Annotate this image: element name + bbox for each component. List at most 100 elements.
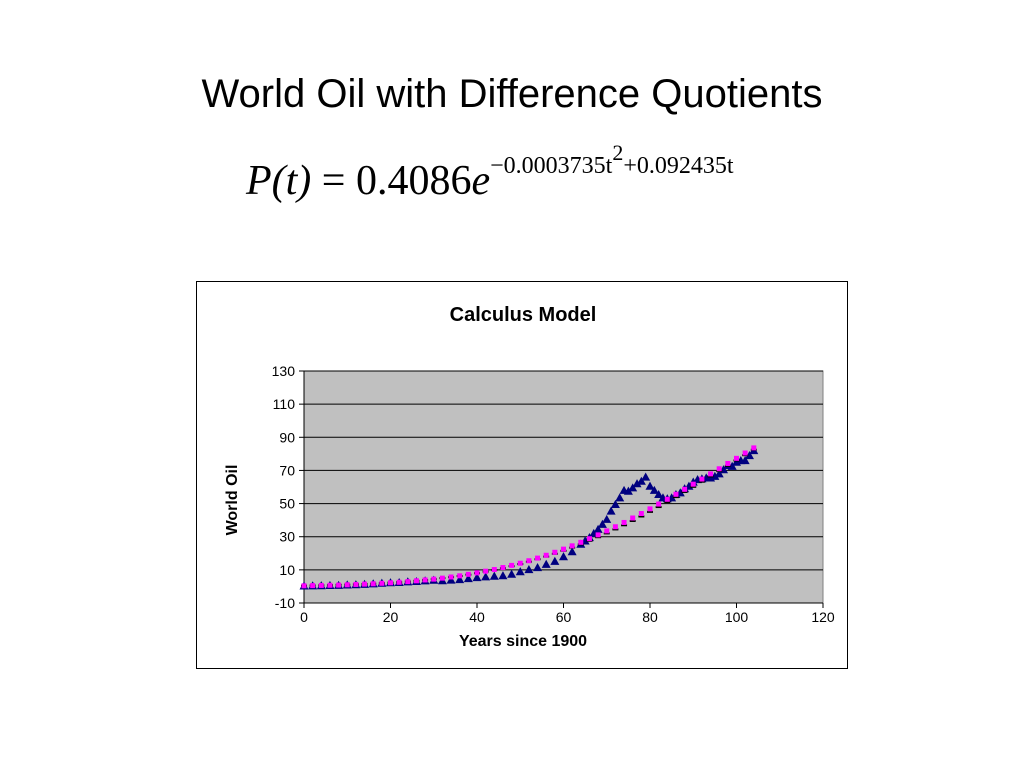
x-tick-label: 120 <box>811 609 835 625</box>
model-point-square <box>483 568 489 574</box>
model-point-square <box>526 558 532 564</box>
data-point-triangle <box>645 481 655 490</box>
gridlines <box>304 370 823 571</box>
formula-exponent-part2: +0.092435t <box>623 153 734 179</box>
model-point-square <box>725 460 731 466</box>
data-point-triangle <box>489 571 499 580</box>
model-point-square <box>690 481 696 487</box>
data-point-triangle <box>602 514 612 523</box>
fit-point-dash <box>638 515 645 518</box>
x-tick-label: 100 <box>725 609 749 625</box>
data-point-triangle <box>710 471 720 480</box>
model-point-square <box>682 486 688 492</box>
formula-lhs: P(t) <box>246 158 312 204</box>
model-point-square <box>491 567 497 573</box>
model-point-square <box>500 565 506 571</box>
formula-coefficient: 0.4086 <box>355 158 472 204</box>
model-point-square <box>621 519 627 525</box>
x-tick-label: 20 <box>383 609 399 625</box>
plot-area <box>303 370 824 604</box>
fit-point-dash <box>698 480 705 483</box>
x-tick-labels: 0 20 40 60 80 100 120 <box>300 609 835 625</box>
data-point-triangle <box>507 569 517 578</box>
y-tick-label: 90 <box>279 429 295 445</box>
model-point-square <box>604 528 610 534</box>
y-axis-label: World Oil <box>224 465 241 536</box>
data-marks <box>299 445 759 590</box>
model-point-square <box>517 560 523 566</box>
data-point-triangle <box>463 573 473 583</box>
x-tick-label: 60 <box>556 609 572 625</box>
data-point-triangle <box>641 472 651 481</box>
model-point-square <box>561 546 566 552</box>
data-point-triangle <box>610 499 620 508</box>
model-point-square <box>379 580 385 586</box>
model-point-square <box>656 501 662 507</box>
data-point-triangle <box>654 489 664 499</box>
model-point-square <box>396 579 402 585</box>
model-point-square <box>716 466 722 472</box>
model-point-square <box>595 532 601 538</box>
data-point-triangle <box>649 485 659 494</box>
model-point-square <box>422 577 428 583</box>
model-point-square <box>439 575 445 581</box>
model-point-square <box>708 471 714 477</box>
data-point-triangle <box>524 565 534 574</box>
chart-title: Calculus Model <box>450 304 597 326</box>
data-point-triangle <box>636 476 646 485</box>
y-tick-label: 30 <box>279 529 295 545</box>
model-point-square <box>353 581 359 587</box>
model-point-square <box>465 571 471 577</box>
y-tick-label: 130 <box>272 363 296 379</box>
fit-point-dash <box>629 519 636 522</box>
model-point-square <box>647 506 653 512</box>
model-point-square <box>448 574 454 580</box>
data-point-triangle <box>632 479 642 488</box>
model-point-square <box>509 562 515 568</box>
data-point-triangle <box>628 483 638 492</box>
model-point-square <box>699 476 705 482</box>
model-point-square <box>630 515 636 521</box>
fit-point-dash <box>655 506 662 509</box>
data-point-triangle <box>727 461 737 470</box>
model-point-square <box>535 555 541 561</box>
x-tick-label: 0 <box>300 609 308 625</box>
data-point-triangle <box>593 524 603 533</box>
y-tick-label: -10 <box>275 595 295 611</box>
data-point-triangle <box>515 567 525 576</box>
x-tick-label: 80 <box>642 609 658 625</box>
model-point-square <box>552 549 558 555</box>
data-point-triangle <box>455 574 465 584</box>
formula-equals: = <box>311 158 356 204</box>
data-point-triangle <box>714 469 724 478</box>
axes <box>299 370 824 608</box>
model-point-square <box>664 496 670 502</box>
model-point-square <box>370 581 376 587</box>
y-tick-label: 10 <box>279 562 295 578</box>
model-point-square <box>310 583 316 589</box>
fit-point-dash <box>612 528 619 531</box>
model-point-square <box>336 582 342 588</box>
data-point-triangle <box>597 519 607 528</box>
y-tick-label: 70 <box>279 462 295 478</box>
model-point-square <box>388 580 393 586</box>
data-point-triangle <box>615 493 625 502</box>
fit-point-dash <box>672 496 679 499</box>
data-point-triangle <box>533 563 543 572</box>
data-point-triangle <box>744 451 754 460</box>
x-tick-label: 40 <box>469 609 485 625</box>
data-point-triangle <box>606 506 616 515</box>
model-formula: P(t) = 0.4086e−0.0003735t2+0.092435t <box>246 140 734 205</box>
model-point-square <box>734 455 739 461</box>
fit-point-dash <box>690 485 697 488</box>
model-point-square <box>569 543 575 549</box>
model-point-square <box>474 570 480 576</box>
data-point-triangle <box>567 547 577 556</box>
model-point-square <box>457 573 463 579</box>
data-point-triangle <box>623 486 633 495</box>
data-point-triangle <box>541 559 551 568</box>
data-point-triangle <box>550 556 560 565</box>
model-point-square <box>751 445 757 451</box>
model-point-square <box>638 511 644 517</box>
model-point-square <box>431 576 437 582</box>
